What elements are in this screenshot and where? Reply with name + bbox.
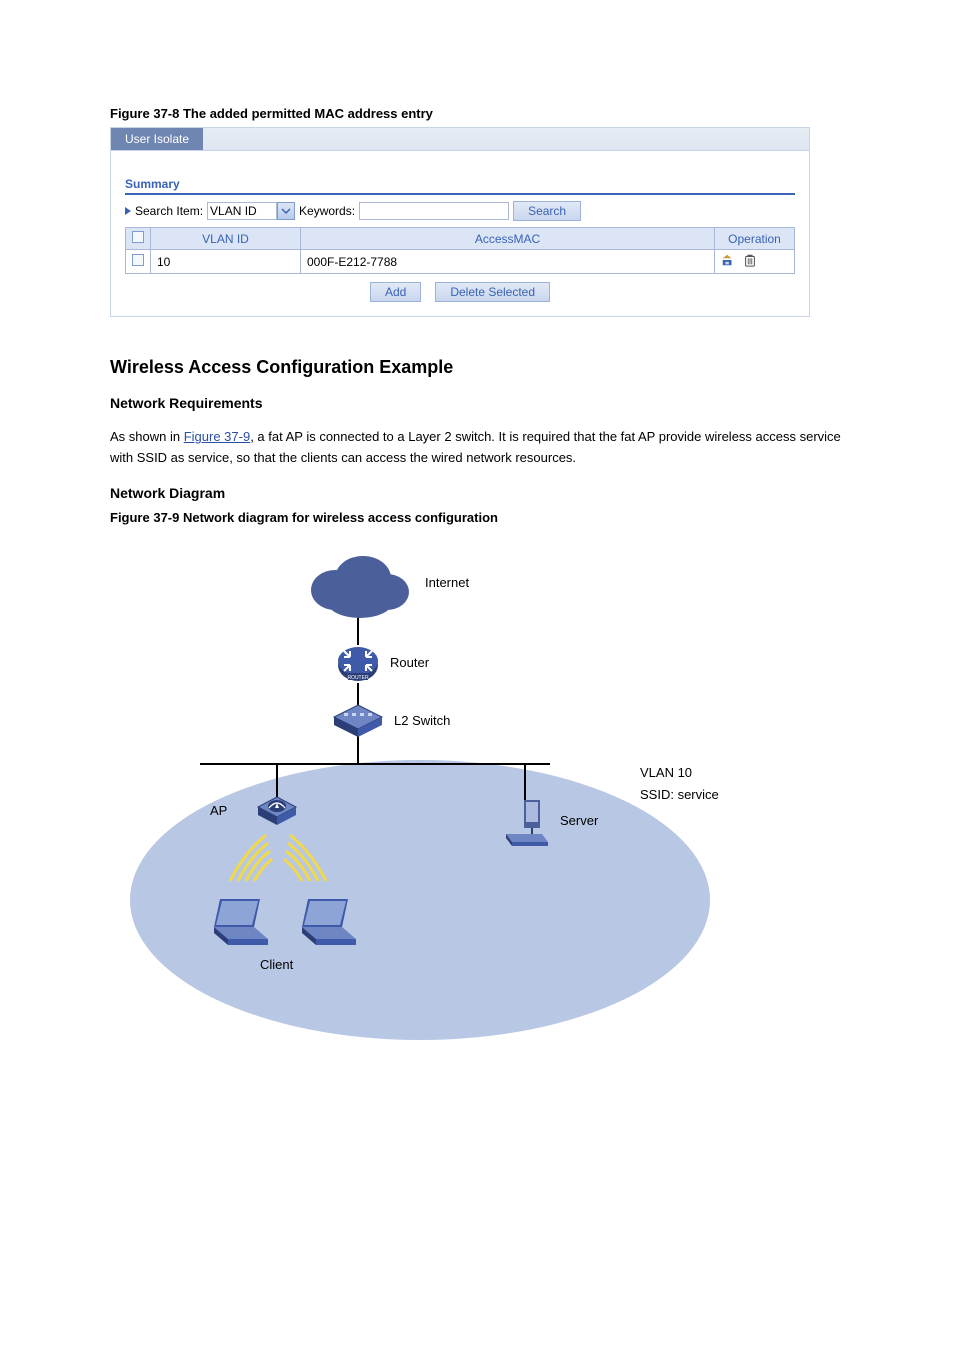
keywords-input[interactable] xyxy=(359,202,509,220)
subheading-diagram: Network Diagram xyxy=(110,482,844,504)
network-diagram: Internet ROUTER Router xyxy=(110,535,810,1055)
server-icon xyxy=(502,798,550,851)
table-header-row: VLAN ID AccessMAC Operation xyxy=(126,228,795,250)
label-internet: Internet xyxy=(425,575,469,590)
cloud-icon xyxy=(305,550,415,623)
delete-icon[interactable] xyxy=(743,253,757,270)
section-heading: Wireless Access Configuration Example xyxy=(110,353,844,382)
figure-9-caption: Figure 37-9 Network diagram for wireless… xyxy=(110,510,844,525)
select-all-checkbox[interactable] xyxy=(132,231,144,243)
marker-icon xyxy=(125,207,131,215)
requirements-paragraph: As shown in Figure 37-9, a fat AP is con… xyxy=(110,427,844,469)
para-lead: As shown in xyxy=(110,429,184,444)
search-button[interactable]: Search xyxy=(513,201,581,221)
search-row: Search Item: Keywords: Search xyxy=(125,201,795,221)
table-row: 10 000F-E212-7788 xyxy=(126,250,795,274)
delete-selected-button[interactable]: Delete Selected xyxy=(435,282,550,302)
label-router: Router xyxy=(390,655,429,670)
label-switch: L2 Switch xyxy=(394,713,450,728)
add-button[interactable]: Add xyxy=(370,282,421,302)
results-table: VLAN ID AccessMAC Operation 10 000F-E212… xyxy=(125,227,795,274)
subheading-requirements: Network Requirements xyxy=(110,392,844,414)
line-bus-ap xyxy=(276,763,278,797)
ap-icon xyxy=(256,795,298,832)
user-isolate-panel: User Isolate Summary Search Item: Keywor… xyxy=(110,127,810,317)
label-ap: AP xyxy=(210,803,227,818)
cell-mac: 000F-E212-7788 xyxy=(301,250,715,274)
wifi-waves-right xyxy=(280,831,340,902)
line-bus xyxy=(200,763,550,765)
panel-header: User Isolate xyxy=(111,128,809,151)
figure-link[interactable]: Figure 37-9 xyxy=(184,429,250,444)
keywords-label: Keywords: xyxy=(299,204,355,218)
switch-icon xyxy=(332,703,384,742)
col-mac: AccessMAC xyxy=(301,228,715,250)
client-1-icon xyxy=(202,895,272,954)
label-vlan: VLAN 10 xyxy=(640,765,692,780)
wifi-waves-left xyxy=(216,831,276,902)
label-client: Client xyxy=(260,957,293,972)
col-op: Operation xyxy=(715,228,795,250)
dropdown-button[interactable] xyxy=(277,202,295,220)
line-bus-server xyxy=(524,763,526,803)
summary-title: Summary xyxy=(125,177,795,195)
tab-user-isolate[interactable]: User Isolate xyxy=(111,128,203,150)
client-2-icon xyxy=(290,895,360,954)
figure-8-caption: Figure 37-8 The added permitted MAC addr… xyxy=(110,106,844,121)
row-checkbox[interactable] xyxy=(132,254,144,266)
search-item-label: Search Item: xyxy=(135,204,203,218)
label-server: Server xyxy=(560,813,598,828)
edit-icon[interactable] xyxy=(721,253,735,270)
label-ssid: SSID: service xyxy=(640,787,719,802)
col-vlan: VLAN ID xyxy=(151,228,301,250)
search-item-select[interactable] xyxy=(207,202,295,220)
search-item-value[interactable] xyxy=(207,202,277,220)
router-icon: ROUTER xyxy=(336,643,380,690)
svg-text:ROUTER: ROUTER xyxy=(347,675,369,681)
cell-vlan: 10 xyxy=(151,250,301,274)
